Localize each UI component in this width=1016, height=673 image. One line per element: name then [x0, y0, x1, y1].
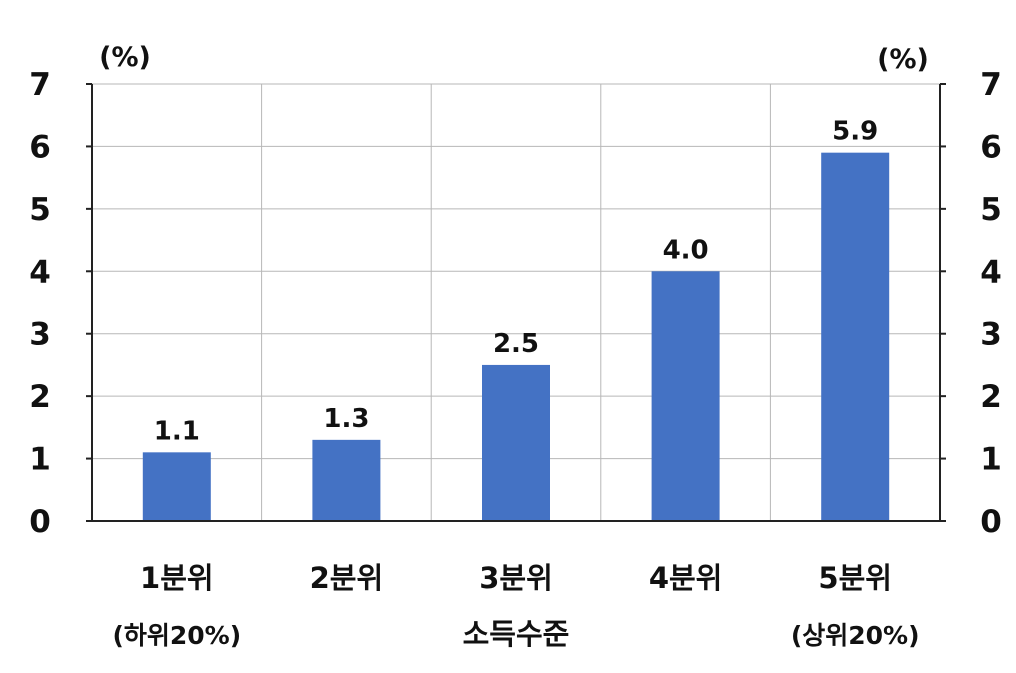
data-label: 1.1 — [154, 416, 200, 446]
y-tick-label-right: 5 — [980, 192, 1002, 228]
data-label: 2.5 — [493, 329, 539, 359]
y-tick-label-right: 1 — [980, 442, 1002, 478]
y-tick-label-left: 6 — [29, 129, 51, 165]
y-tick-label-left: 3 — [29, 317, 51, 353]
y-axis-left-ticks: 0 1 2 3 4 5 6 7 — [29, 67, 51, 540]
x-category-sublabel: (하위20%) — [112, 621, 241, 650]
bar — [482, 364, 550, 521]
data-label: 4.0 — [663, 235, 709, 265]
y-axis-right-ticks: 0 1 2 3 4 5 6 7 — [980, 67, 1002, 540]
bars — [142, 152, 890, 521]
x-category-label: 1분위 — [140, 561, 214, 595]
y-tick-label-left: 2 — [29, 379, 51, 415]
bar — [312, 439, 381, 521]
y-tick-label-left: 4 — [29, 254, 51, 290]
y-tick-label-right: 6 — [980, 129, 1002, 165]
bar — [651, 271, 720, 521]
x-category-label: 4분위 — [649, 561, 723, 595]
y-tick-label-right: 3 — [980, 317, 1002, 353]
bar — [142, 452, 211, 521]
data-label: 5.9 — [832, 117, 878, 147]
y-tick-label-left: 5 — [29, 192, 51, 228]
gridlines — [92, 83, 940, 521]
y-tick-label-right: 0 — [980, 504, 1002, 540]
y-axis-left-unit: (%) — [99, 42, 151, 73]
data-labels: 1.1 1.3 2.5 4.0 5.9 — [154, 117, 878, 447]
y-tick-label-left: 7 — [29, 67, 51, 103]
data-label: 1.3 — [323, 404, 369, 434]
x-category-label: 5분위 — [818, 561, 892, 595]
y-tick-label-right: 2 — [980, 379, 1002, 415]
y-tick-label-right: 4 — [980, 254, 1002, 290]
x-category-label: 2분위 — [310, 561, 384, 595]
x-axis-title: 소득수준 — [463, 617, 570, 651]
x-category-sublabel: (상위20%) — [791, 621, 920, 650]
y-tick-label-left: 1 — [29, 442, 51, 478]
axes — [86, 83, 946, 522]
y-tick-label-left: 0 — [29, 504, 51, 540]
y-tick-label-right: 7 — [980, 67, 1002, 103]
x-category-label: 3분위 — [479, 561, 553, 595]
bar — [821, 152, 890, 521]
x-axis-categories: 1분위 (하위20%) 2분위 3분위 4분위 5분위 (상위20%) — [112, 561, 919, 650]
y-axis-right-unit: (%) — [877, 44, 929, 75]
